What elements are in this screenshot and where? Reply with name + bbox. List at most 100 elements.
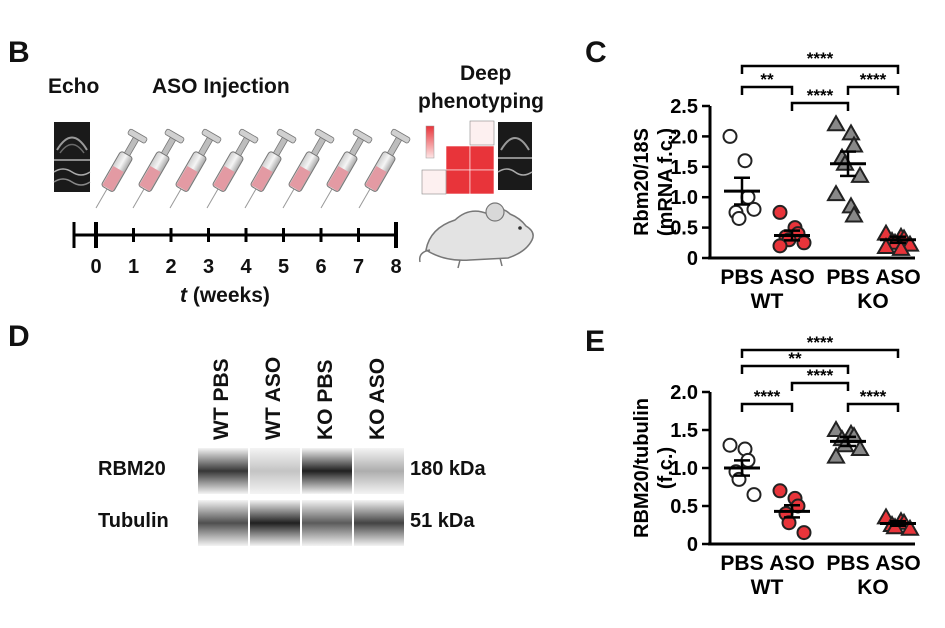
syringe-icon — [206, 128, 259, 209]
data-point — [746, 487, 762, 503]
echo-image-right — [497, 122, 533, 190]
significance-bracket — [740, 402, 794, 412]
y-axis-label: Rbm20/18S — [631, 128, 653, 236]
y-axis-label: RBM20/tubulin — [631, 398, 653, 538]
panel-letter-e: E — [585, 325, 606, 358]
significance-label: ** — [788, 349, 802, 368]
panel-letter-c: C — [585, 36, 607, 69]
data-point — [850, 438, 870, 456]
significance-bracket — [790, 381, 850, 391]
y-tick-label: 0 — [687, 248, 698, 270]
y-tick-label: 1.0 — [670, 187, 698, 209]
y-tick-label: 0.5 — [670, 218, 698, 240]
significance-label: **** — [807, 86, 834, 105]
significance-label: **** — [807, 333, 834, 352]
blot-band — [302, 448, 352, 494]
timeline-tick-label: 5 — [277, 256, 290, 278]
timeline-tick-label: 3 — [202, 256, 215, 278]
group-label: WT — [751, 290, 784, 313]
deep-phenotyping-label-1: Deep — [460, 62, 512, 85]
y-tick-label: 0.5 — [670, 496, 698, 518]
panel-letter-d: D — [8, 320, 30, 353]
blot-band — [354, 448, 404, 494]
data-point — [731, 210, 747, 226]
timeline-axis-title: t (weeks) — [180, 284, 270, 308]
mouse-icon — [418, 202, 534, 269]
data-point — [900, 518, 920, 536]
significance-bracket — [846, 402, 900, 412]
significance-label: **** — [807, 366, 834, 385]
syringe-icon — [282, 128, 335, 209]
data-point — [841, 123, 861, 141]
data-point — [746, 201, 762, 217]
blot-band — [354, 500, 404, 546]
significance-label: **** — [807, 49, 834, 68]
y-axis-label-units: (f.c.) — [655, 447, 677, 489]
blot-band — [250, 448, 300, 494]
significance-label: **** — [754, 387, 781, 406]
echo-label: Echo — [48, 75, 100, 98]
timeline-axis — [72, 222, 398, 248]
significance-label: **** — [860, 387, 887, 406]
echo-image-left — [53, 122, 91, 192]
data-point — [772, 483, 788, 499]
syringe-icon — [169, 128, 222, 209]
data-point — [891, 238, 911, 256]
aso-injection-label: ASO Injection — [152, 75, 290, 98]
group-label: WT — [751, 576, 784, 599]
significance-bracket — [740, 64, 900, 74]
syringe-icon — [132, 128, 185, 209]
blot-protein-label: Tubulin — [98, 510, 169, 532]
timeline-axis-t: t — [180, 284, 187, 307]
x-tick-label: PBS — [826, 552, 869, 575]
data-point — [722, 437, 738, 453]
deep-phenotyping-label-2: phenotyping — [418, 90, 544, 113]
data-point — [844, 205, 864, 223]
timeline-tick-label: 1 — [127, 256, 140, 278]
blot-protein-label: RBM20 — [98, 458, 166, 480]
y-tick-label: 2.0 — [670, 382, 698, 404]
data-point — [826, 419, 846, 437]
panel-letter-b: B — [8, 36, 30, 69]
x-tick-label: PBS — [720, 266, 763, 289]
data-point — [772, 238, 788, 254]
syringe-icons — [95, 128, 411, 209]
significance-label: ** — [760, 70, 774, 89]
syringe-icon — [95, 128, 148, 209]
data-point — [826, 446, 846, 464]
timeline-tick-label: 4 — [240, 256, 252, 278]
significance-label: **** — [860, 70, 887, 89]
timeline-tick-label: 0 — [90, 256, 102, 278]
blot-band — [302, 500, 352, 546]
syringe-icon — [358, 128, 411, 209]
x-tick-label: ASO — [769, 266, 815, 289]
y-tick-label: 1.5 — [670, 420, 698, 442]
timeline-tick-label: 8 — [390, 256, 402, 278]
x-tick-label: PBS — [720, 552, 763, 575]
blot-size-label: 51 kDa — [410, 510, 475, 532]
x-tick-label: ASO — [875, 266, 921, 289]
y-tick-label: 0 — [687, 534, 698, 556]
significance-bracket — [740, 364, 850, 374]
heatmap-icon — [421, 120, 495, 195]
timeline-tick-label: 7 — [352, 256, 365, 278]
y-tick-label: 1.5 — [670, 157, 698, 179]
y-tick-label: 2.0 — [670, 126, 698, 148]
significance-bracket — [846, 85, 900, 95]
significance-bracket — [790, 101, 850, 111]
y-axis-label-units: (mRNA f.c.) — [655, 128, 677, 236]
blot-size-label: 180 kDa — [410, 458, 486, 480]
timeline-tick-label: 2 — [165, 256, 177, 278]
blot-band — [198, 448, 248, 494]
y-tick-label: 2.5 — [670, 96, 698, 118]
x-tick-label: ASO — [875, 552, 921, 575]
timeline-tick-label: 6 — [315, 256, 327, 278]
x-tick-label: PBS — [826, 266, 869, 289]
data-point — [876, 237, 896, 255]
group-label: KO — [857, 576, 889, 599]
syringe-icon — [320, 128, 373, 209]
blot-band — [250, 500, 300, 546]
